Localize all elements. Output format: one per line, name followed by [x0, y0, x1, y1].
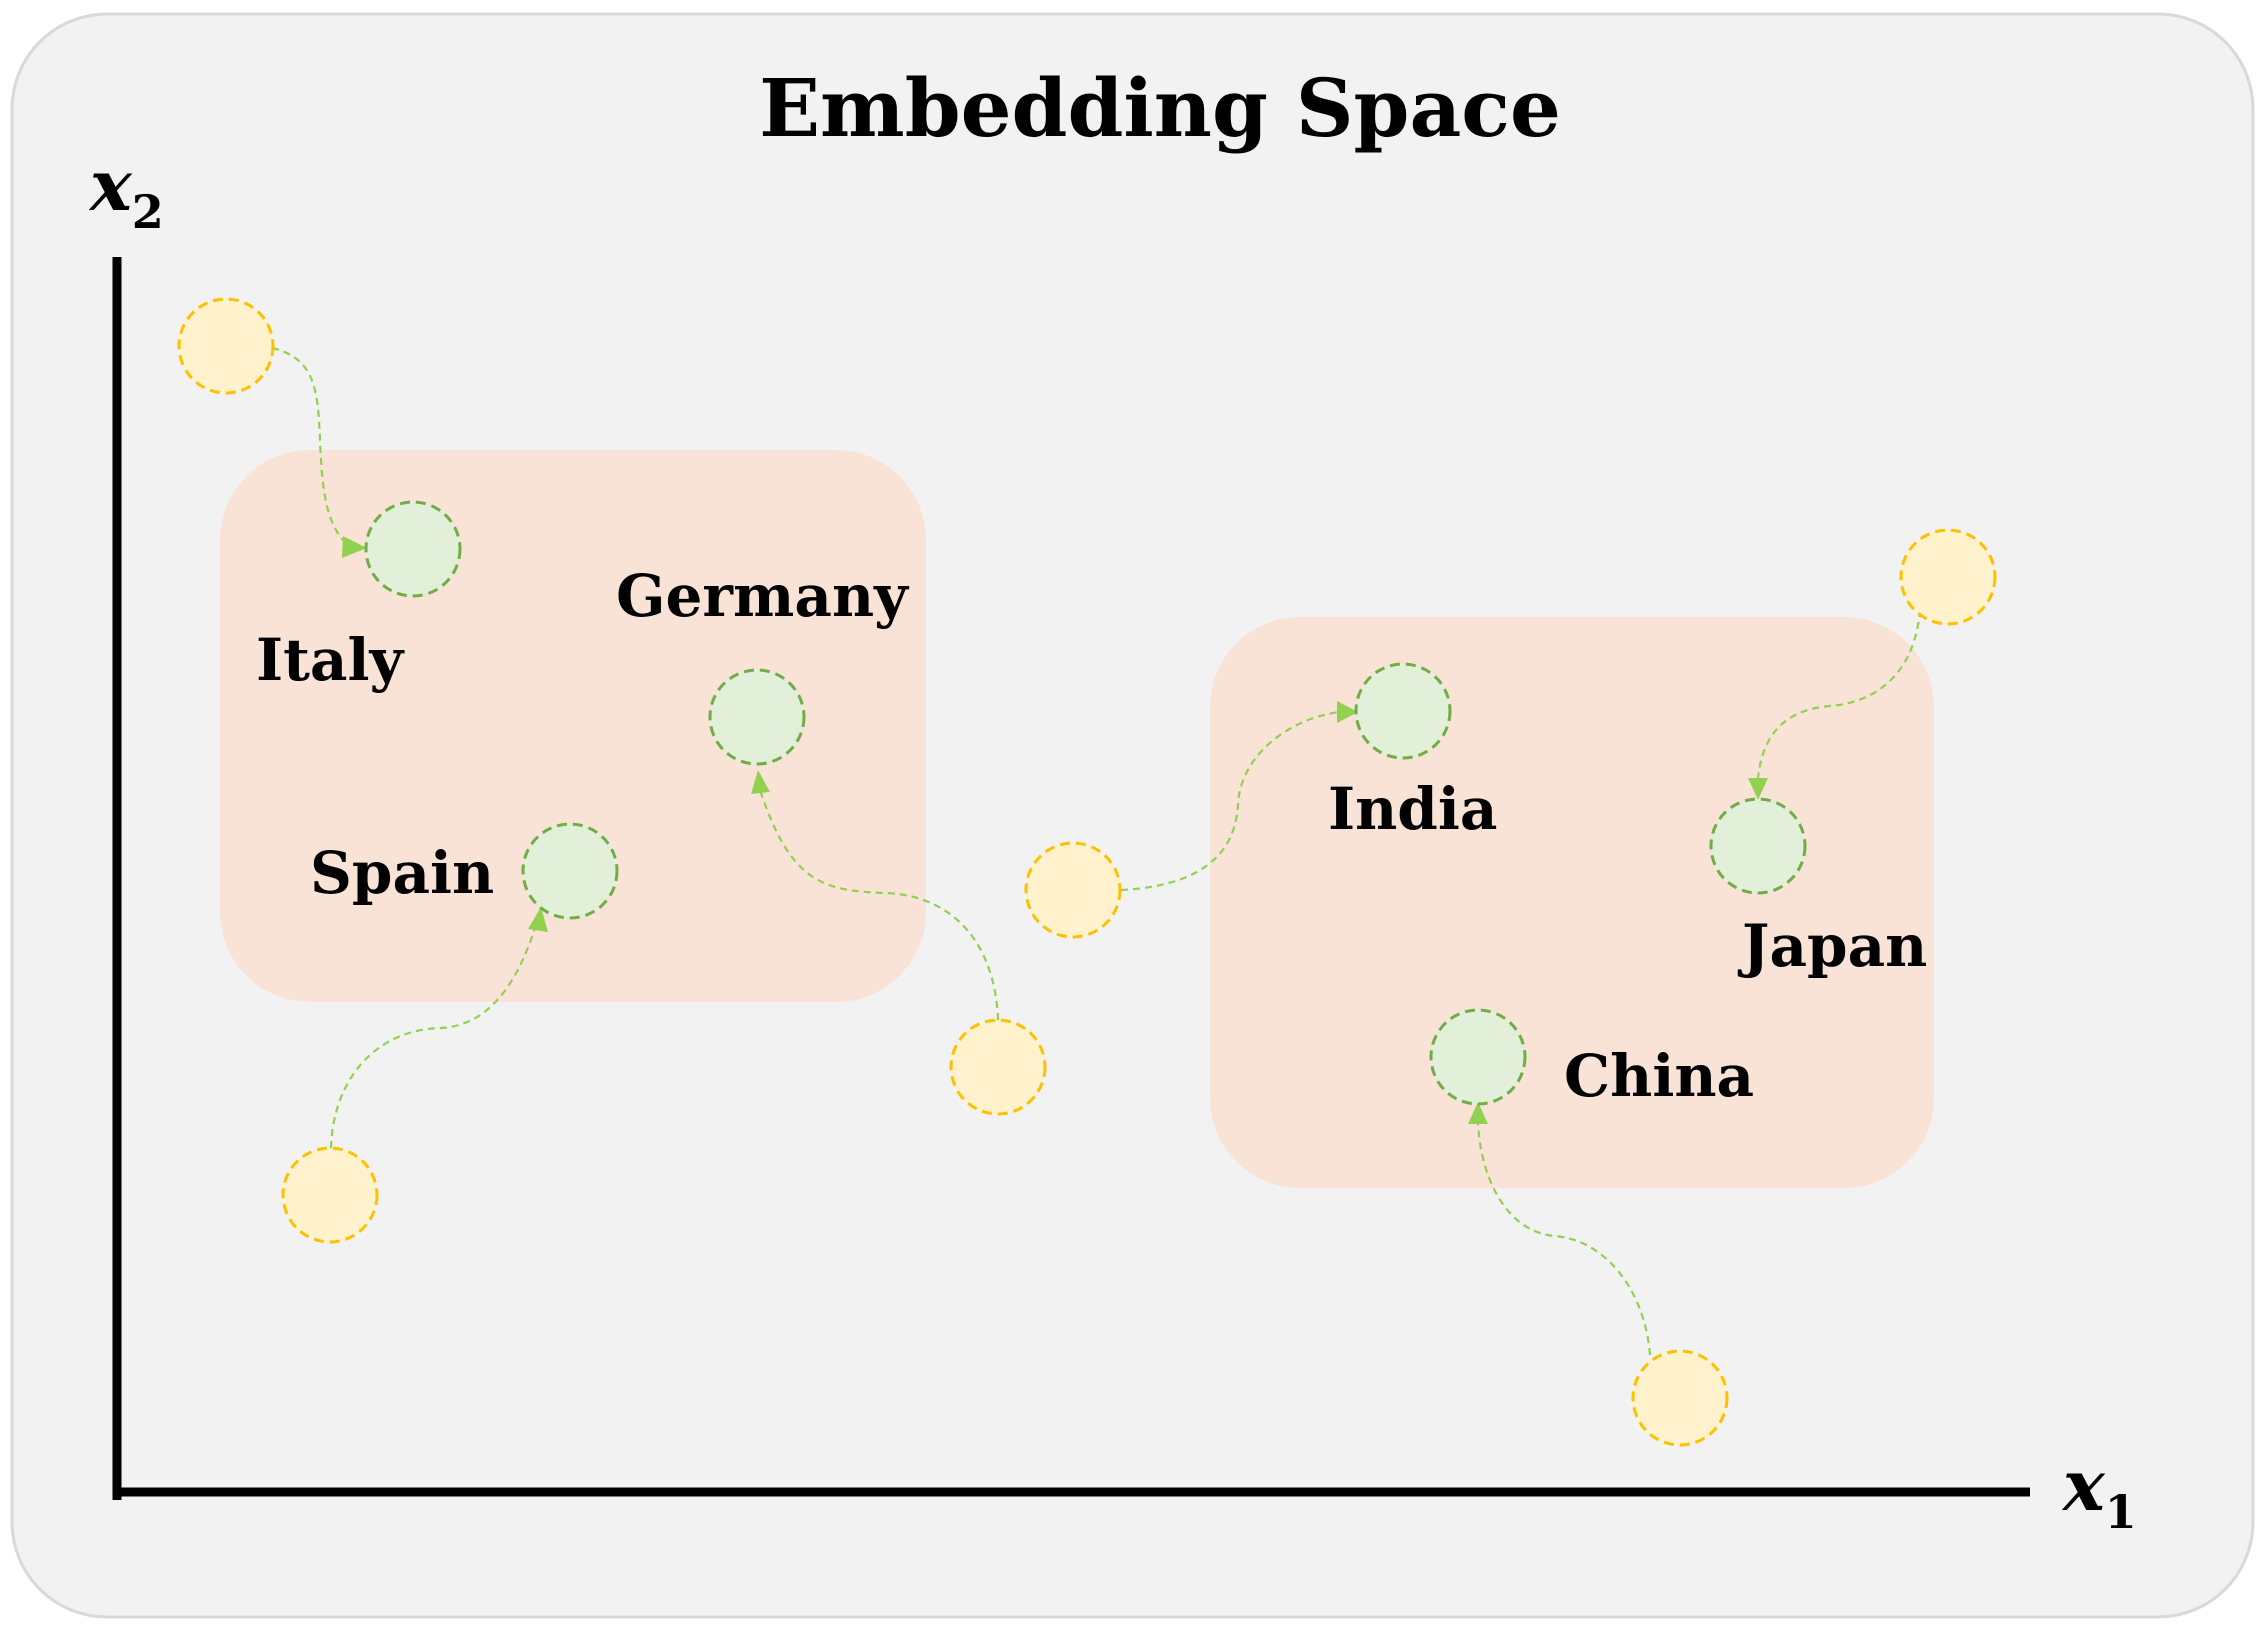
y-axis-subscript: 2 — [132, 185, 164, 239]
label-germany: Germany — [616, 562, 910, 630]
arrow-head-italy — [342, 536, 367, 558]
label-italy: Italy — [256, 626, 406, 694]
label-spain: Spain — [310, 839, 494, 907]
arrow-to-spain — [329, 921, 539, 1149]
target-node-spain — [521, 822, 619, 920]
source-node-india — [1024, 841, 1122, 939]
x-axis-subscript: 1 — [2105, 1485, 2137, 1539]
x-axis-symbol: x — [2061, 1444, 2106, 1527]
source-node-italy — [177, 297, 275, 395]
target-node-india — [1354, 662, 1452, 760]
asia-cluster-region — [1210, 617, 1934, 1188]
diagram-background-panel — [10, 12, 2255, 1619]
arrow-to-italy — [271, 346, 353, 549]
target-node-japan — [1709, 797, 1807, 895]
mapping-arrows — [271, 346, 1922, 1356]
arrow-to-india — [1120, 710, 1341, 892]
arrow-to-japan — [1756, 609, 1922, 779]
source-node-germany — [949, 1018, 1047, 1116]
source-nodes — [177, 297, 1997, 1447]
source-node-japan — [1899, 528, 1997, 626]
target-node-germany — [708, 668, 806, 766]
country-labels: Italy Germany Spain India Japan China — [256, 562, 1927, 1110]
source-node-china — [1631, 1349, 1729, 1447]
arrow-head-india — [1337, 701, 1358, 723]
arrow-head-germany — [751, 770, 770, 794]
y-axis-label: x2 — [88, 144, 164, 239]
label-japan: Japan — [1737, 912, 1927, 980]
label-india: India — [1328, 775, 1497, 843]
x-axis-label: x1 — [2061, 1444, 2137, 1539]
target-nodes — [364, 500, 1807, 1106]
target-node-italy — [364, 500, 462, 598]
y-axis-symbol: x — [88, 144, 133, 227]
arrow-head-spain — [528, 907, 548, 932]
source-node-spain — [281, 1146, 379, 1244]
arrow-head-china — [1468, 1102, 1488, 1124]
target-node-china — [1429, 1008, 1527, 1106]
arrow-to-china — [1476, 1121, 1652, 1356]
arrow-head-japan — [1748, 778, 1768, 800]
arrow-to-germany — [758, 789, 1000, 1021]
diagram-title: Embedding Space — [759, 61, 1561, 155]
label-china: China — [1564, 1042, 1754, 1110]
